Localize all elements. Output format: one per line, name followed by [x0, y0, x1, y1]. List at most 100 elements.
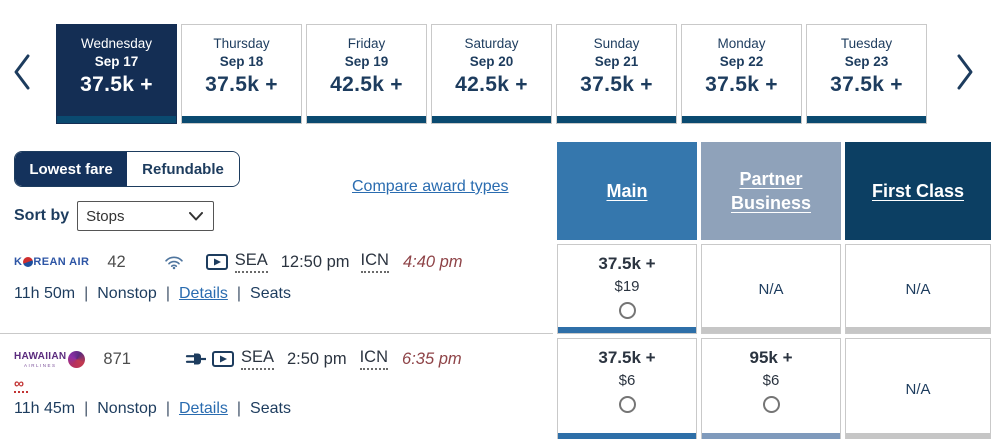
date-card-sep-22[interactable]: Monday Sep 22 37.5k +	[681, 24, 802, 124]
day-price: 37.5k +	[205, 73, 278, 96]
day-underline-bar	[807, 116, 926, 123]
flight-summary-line: K REAN AIR 42 SEA 12:50 pm ICN 4:4	[14, 251, 553, 273]
separator: |	[84, 400, 89, 418]
column-header-first-class[interactable]: First Class	[845, 142, 991, 240]
separator: |	[236, 400, 242, 418]
date-card-sep-21[interactable]: Sunday Sep 21 37.5k +	[556, 24, 677, 124]
hawaiian-logo-bottom: AIRLINES	[23, 362, 57, 368]
compare-award-types-link[interactable]: Compare award types	[352, 178, 509, 195]
day-price: 37.5k +	[705, 73, 778, 96]
departure-time: 2:50 pm	[286, 349, 347, 368]
fare-cell-bar	[558, 433, 696, 439]
flight-detail-line: 11h 50m | Nonstop | Details | Seats	[14, 285, 553, 303]
lowest-fare-toggle[interactable]: Lowest fare	[15, 152, 127, 186]
day-price: 37.5k +	[80, 73, 153, 96]
day-underline-bar	[557, 116, 676, 123]
refundable-toggle[interactable]: Refundable	[127, 152, 239, 186]
date-card-sep-20[interactable]: Saturday Sep 20 42.5k +	[431, 24, 552, 124]
separator: |	[84, 285, 89, 302]
day-underline-bar	[682, 116, 801, 123]
destination-airport-abbr[interactable]: ICN	[359, 348, 389, 370]
entertainment-icon	[205, 254, 228, 270]
column-header-main[interactable]: Main	[557, 142, 697, 240]
sort-row: Sort by Stops	[14, 201, 553, 231]
fare-type-toggle: Lowest fare Refundable	[14, 151, 240, 187]
previous-dates-button[interactable]	[10, 50, 34, 94]
fare-unavailable: N/A	[758, 280, 784, 298]
destination-airport-abbr[interactable]: ICN	[360, 251, 389, 273]
hawaiian-airlines-logo: HAWAIIAN AIRLINES	[14, 350, 86, 368]
chevron-down-icon	[189, 211, 204, 220]
fare-cell-hawaiian-main[interactable]: 37.5k + $6	[557, 338, 697, 439]
departure-time: 12:50 pm	[280, 252, 350, 271]
date-card-sep-23[interactable]: Tuesday Sep 23 37.5k +	[806, 24, 927, 124]
fare-cell-bar	[846, 327, 990, 333]
day-name: Sunday	[593, 36, 640, 51]
chevron-right-icon	[957, 54, 973, 90]
day-name: Saturday	[464, 36, 519, 51]
fare-radio[interactable]	[618, 396, 636, 413]
day-date: Sep 18	[219, 54, 264, 69]
day-underline-bar	[307, 116, 426, 123]
day-underline-bar	[432, 116, 551, 123]
arrival-time: 6:35 pm	[402, 349, 462, 368]
fare-radio[interactable]	[618, 302, 636, 319]
column-header-partner-business[interactable]: Partner Business	[701, 142, 841, 240]
flight-duration: 11h 50m	[14, 285, 76, 302]
details-link[interactable]: Details	[178, 285, 228, 302]
column-header-first-class-label: First Class	[871, 180, 965, 201]
column-header-partner-business-label: Partner Business	[730, 168, 812, 213]
fare-taxes: $6	[618, 372, 636, 389]
fare-unavailable: N/A	[905, 280, 931, 298]
footnote-marker[interactable]: ∞	[14, 375, 28, 394]
flight-number: 42	[107, 252, 126, 271]
stops-label: Nonstop	[97, 285, 157, 302]
seats-link[interactable]: Seats	[250, 400, 291, 418]
day-name: Wednesday	[80, 36, 153, 51]
date-carousel: Wednesday Sep 17 37.5k + Thursday Sep 18…	[0, 24, 1002, 124]
next-dates-button[interactable]	[953, 50, 977, 94]
origin-airport-abbr[interactable]: SEA	[234, 251, 268, 273]
seats-link[interactable]: Seats	[250, 285, 291, 302]
entertainment-icon	[211, 351, 234, 367]
chevron-left-icon	[14, 54, 30, 90]
fare-unavailable: N/A	[905, 380, 931, 398]
flight-duration: 11h 45m	[14, 400, 76, 418]
day-price: 37.5k +	[580, 73, 653, 96]
details-link[interactable]: Details	[178, 400, 228, 418]
fare-cell-bar	[846, 433, 990, 439]
arrival-time: 4:40 pm	[402, 252, 463, 271]
date-card-sep-18[interactable]: Thursday Sep 18 37.5k +	[181, 24, 302, 124]
day-price: 37.5k +	[830, 73, 903, 96]
fare-cell-bar	[558, 327, 696, 333]
day-date: Sep 22	[719, 54, 764, 69]
fare-radio[interactable]	[762, 396, 780, 413]
separator: |	[236, 285, 242, 302]
day-date: Sep 17	[94, 54, 139, 69]
date-card-sep-17[interactable]: Wednesday Sep 17 37.5k +	[56, 24, 177, 124]
sort-select-value: Stops	[86, 207, 125, 225]
fare-cell-korean-main[interactable]: 37.5k + $19	[557, 244, 697, 334]
flight-summary-line: HAWAIIAN AIRLINES 871 S	[14, 348, 553, 370]
day-date: Sep 19	[344, 54, 389, 69]
day-name: Friday	[347, 36, 386, 51]
day-date: Sep 23	[844, 54, 889, 69]
korean-air-logo-text-right: REAN AIR	[33, 256, 90, 268]
date-card-sep-19[interactable]: Friday Sep 19 42.5k +	[306, 24, 427, 124]
fare-cell-bar	[702, 327, 840, 333]
date-card-list: Wednesday Sep 17 37.5k + Thursday Sep 18…	[56, 24, 927, 124]
day-price: 42.5k +	[455, 73, 528, 96]
origin-airport-abbr[interactable]: SEA	[240, 348, 274, 370]
wifi-icon	[164, 254, 184, 270]
taegeuk-icon	[22, 257, 33, 267]
sort-select[interactable]: Stops	[77, 201, 215, 231]
sort-by-label: Sort by	[14, 207, 70, 224]
hawaiian-flower-icon	[68, 350, 86, 368]
column-header-main-label: Main	[606, 180, 648, 201]
day-date: Sep 20	[469, 54, 514, 69]
power-icon	[185, 352, 207, 366]
day-name: Monday	[717, 36, 766, 51]
fare-cell-hawaiian-partner[interactable]: 95k + $6	[701, 338, 841, 439]
separator: |	[165, 285, 170, 302]
flight-number: 871	[103, 349, 131, 368]
